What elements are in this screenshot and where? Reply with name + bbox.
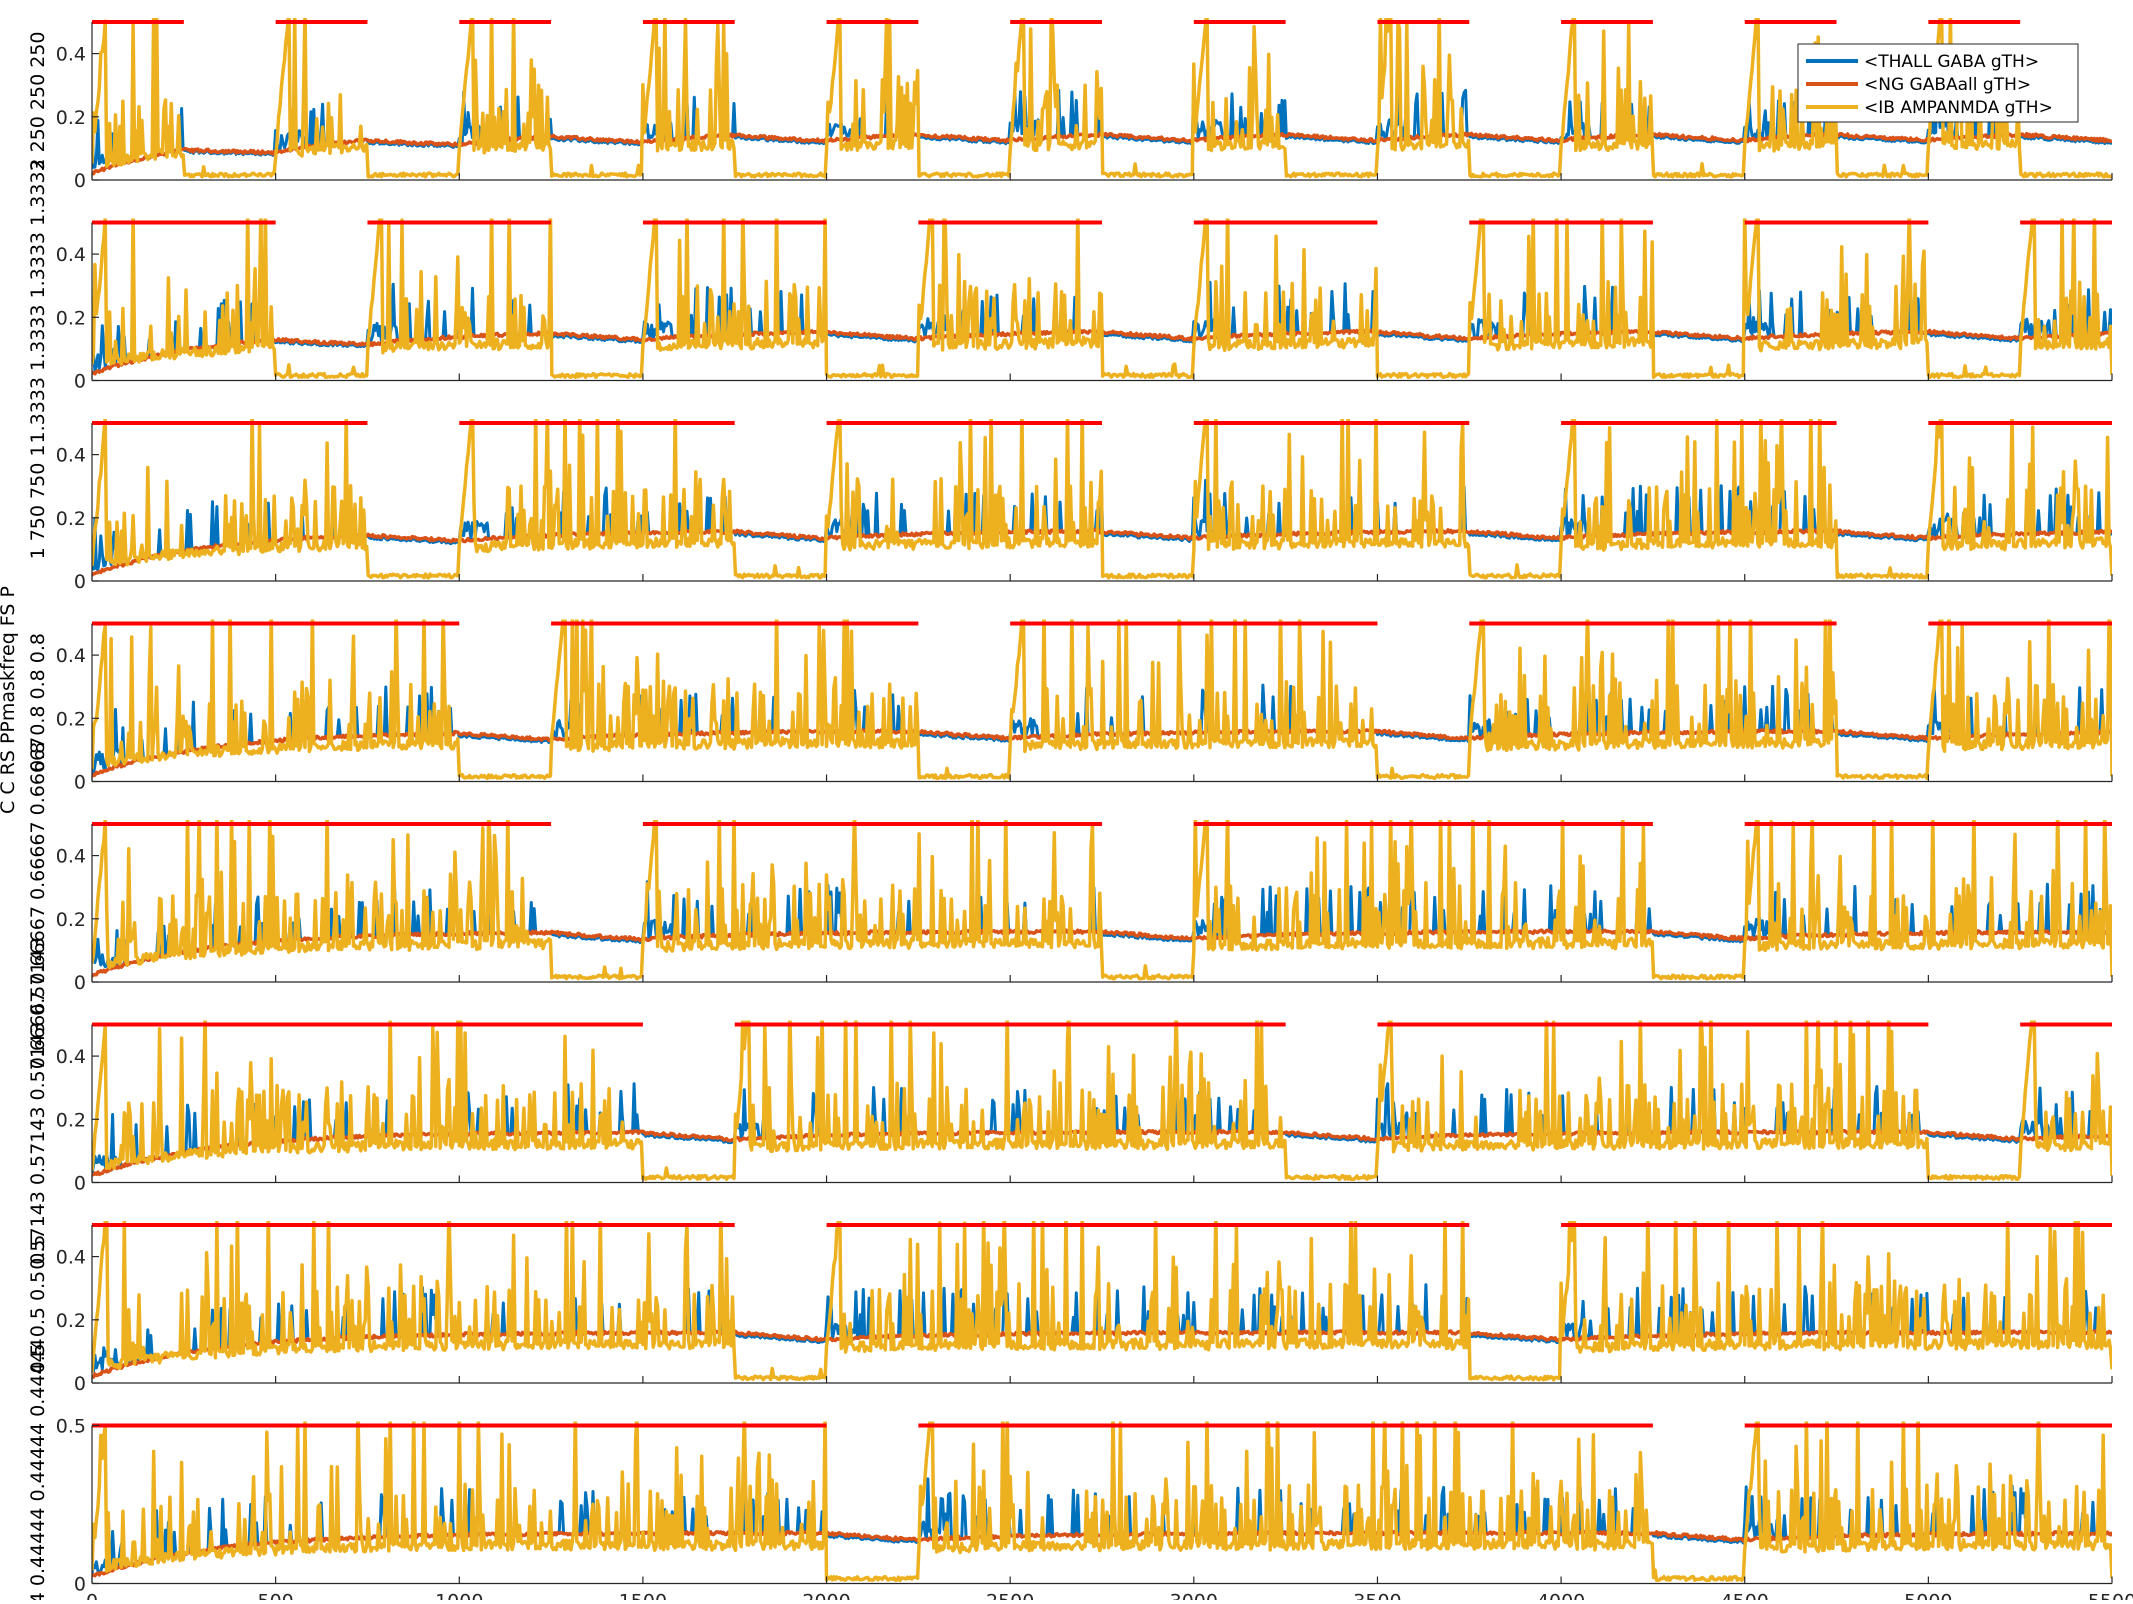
y-tick-label: 0.4: [56, 846, 86, 868]
x-tick-label: 0: [86, 1591, 98, 1601]
series-line-ib-ampanmda: [92, 608, 2112, 779]
y-tick-label: 0: [74, 1574, 86, 1596]
y-tick-label: 0.2: [56, 107, 86, 129]
x-tick-label: 4000: [1537, 1591, 1585, 1601]
panel-label: 1.3333 1.3333 1.3333 1.3333: [27, 159, 49, 443]
legend-label: <THALL GABA gTH>: [1864, 52, 2039, 72]
y-tick-label: 0: [74, 1173, 86, 1195]
x-tick-label: 5500: [2088, 1591, 2133, 1601]
series-line-ib-ampanmda: [92, 407, 2112, 578]
legend-label: <IB AMPANMDA gTH>: [1864, 98, 2053, 118]
y-tick-label: 0.4: [56, 1247, 86, 1269]
y-tick-label: 0: [74, 571, 86, 593]
x-tick-label: 4500: [1721, 1591, 1769, 1601]
y-tick-label: 0.4: [56, 244, 86, 266]
series-line-ib-ampanmda: [92, 1410, 2112, 1581]
y-tick-label: 0.2: [56, 307, 86, 329]
x-tick-label: 1500: [619, 1591, 667, 1601]
x-tick-label: 2000: [802, 1591, 850, 1601]
y-tick-label: 0.2: [56, 909, 86, 931]
panel-7: 0.5 0.5 0.5 0.500.20.4: [27, 1209, 2112, 1395]
panel-3: 1 750 750 1 0 0.2 0.4: [27, 407, 2112, 593]
y-tick-label: 0: [74, 772, 86, 794]
legend: <THALL GABA gTH> <NG GABAall gTH> <IB AMPA…: [1798, 44, 2078, 122]
y-tick-label: 0.5: [56, 1416, 86, 1438]
y-tick-label: 0: [74, 371, 86, 393]
y-tick-label: 0: [74, 170, 86, 192]
y-tick-label: 0.2: [56, 708, 86, 730]
panel-8: 0.44444 0.44444 0.44444 0.44444 0 0.5 0 500 1…: [27, 1338, 2133, 1600]
legend-label: <NG GABAall gTH>: [1864, 75, 2031, 95]
x-tick-label: 3500: [1353, 1591, 1401, 1601]
y-tick-label: 0.2: [56, 1109, 86, 1131]
y-tick-label: 0.2: [56, 1310, 86, 1332]
series-line-ib-ampanmda: [92, 1009, 2112, 1180]
y-tick-label: 0.4: [56, 645, 86, 667]
y-tick-label: 0.4: [56, 44, 86, 66]
panel-label: 0.44444 0.44444 0.44444 0.44444: [27, 1338, 49, 1600]
panel-label: 1 750 750 1: [27, 445, 49, 560]
y-tick-label: 0.2: [56, 508, 86, 530]
y-tick-label: 0: [74, 1373, 86, 1395]
panel-label: 0.57143 0.57143 0.57143 0.57143: [27, 937, 49, 1269]
figure-ylabel: C C RS PPmaskfreq FS P: [0, 586, 19, 814]
panel-4: 0.8 0.8 0.8 0.800.20.4: [27, 608, 2112, 794]
y-tick-label: 0.4: [56, 1046, 86, 1068]
panel-6: 0.57143 0.57143 0.57143 0.57143 0 0.2 0.4: [27, 937, 2112, 1269]
series-line-ib-ampanmda: [92, 207, 2112, 378]
panel-2: 1.3333 1.3333 1.3333 1.3333 0 0.2 0.4: [27, 159, 2112, 443]
y-tick-label: 0: [74, 972, 86, 994]
x-tick-label: 3000: [1170, 1591, 1218, 1601]
x-tick-label: 1000: [435, 1591, 483, 1601]
panel-5: 0.66667 0.66667 0.66667 0.66667 00.20.4: [27, 737, 2112, 1069]
x-tick-label: 500: [258, 1591, 294, 1601]
panel-label: 2 250 250 250: [27, 31, 49, 170]
y-tick-label: 0.4: [56, 445, 86, 467]
series-line-ib-ampanmda: [92, 808, 2112, 979]
